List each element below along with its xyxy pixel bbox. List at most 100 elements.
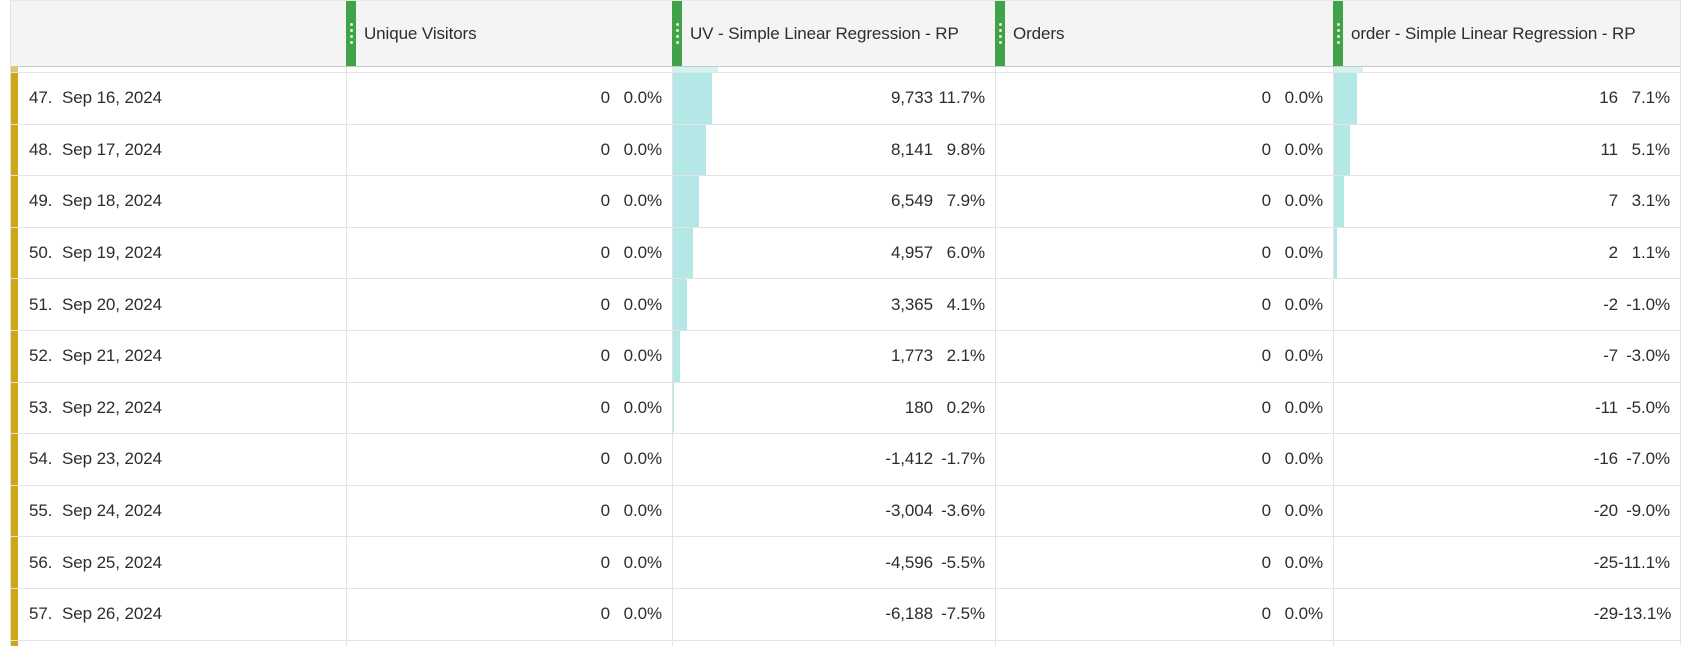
- row-label-cell[interactable]: 57. Sep 26, 2024: [11, 588, 346, 640]
- metric-cell[interactable]: -20 -9.0%: [1333, 485, 1680, 537]
- row-number: 53.: [29, 397, 53, 417]
- metric-percent: 0.0%: [623, 139, 662, 159]
- row-indicator-strip: [11, 330, 18, 382]
- data-bar: [1334, 124, 1350, 176]
- metric-cell[interactable]: 3,365 4.1%: [672, 279, 995, 330]
- row-label-cell[interactable]: 50. Sep 19, 2024: [11, 227, 346, 279]
- row-label-cell[interactable]: 55. Sep 24, 2024: [11, 485, 346, 537]
- cell-values: -2 -1.0%: [1334, 295, 1680, 315]
- metric-cell[interactable]: -3,004 -3.6%: [672, 485, 995, 537]
- header-cell-unique-visitors[interactable]: Unique Visitors: [346, 1, 672, 66]
- metric-cell[interactable]: 0 0.0%: [346, 382, 672, 434]
- metric-cell[interactable]: 0 0.0%: [346, 279, 672, 330]
- column-drag-handle-icon[interactable]: [995, 1, 1005, 66]
- metric-cell[interactable]: 0 0.0%: [995, 485, 1333, 537]
- metric-cell[interactable]: 8,141 9.8%: [672, 124, 995, 176]
- metric-cell[interactable]: 4,957 6.0%: [672, 227, 995, 279]
- cell-values: 0 0.0%: [996, 243, 1333, 263]
- row-label-cell[interactable]: 48. Sep 17, 2024: [11, 124, 346, 176]
- metric-cell[interactable]: 11 5.1%: [1333, 124, 1680, 176]
- metric-cell[interactable]: -7 -3.0%: [1333, 330, 1680, 382]
- row-label-cell[interactable]: 51. Sep 20, 2024: [11, 279, 346, 330]
- metric-cell[interactable]: 0 0.0%: [346, 176, 672, 227]
- metric-cell[interactable]: 0 0.0%: [995, 73, 1333, 124]
- metric-cell[interactable]: -29 -13.1%: [1333, 588, 1680, 640]
- metric-cell[interactable]: 0 0.0%: [346, 124, 672, 176]
- metric-cell[interactable]: 0 0.0%: [346, 434, 672, 485]
- metric-cell[interactable]: -4,596 -5.5%: [672, 537, 995, 588]
- metric-cell[interactable]: 0 0.0%: [346, 588, 672, 640]
- row-label: 50. Sep 19, 2024: [11, 243, 162, 263]
- row-label-cell[interactable]: 56. Sep 25, 2024: [11, 537, 346, 588]
- metric-value: 0: [600, 88, 610, 108]
- metric-cell[interactable]: 9,733 11.7%: [672, 73, 995, 124]
- cell-values: 0 0.0%: [347, 604, 672, 624]
- metric-value: -25: [1593, 552, 1618, 572]
- metric-cell[interactable]: 0 0.0%: [346, 537, 672, 588]
- metric-cell[interactable]: 6,549 7.9%: [672, 176, 995, 227]
- metric-cell[interactable]: -11 -5.0%: [1333, 382, 1680, 434]
- metric-cell[interactable]: -6,188 -7.5%: [672, 588, 995, 640]
- row-label-cell[interactable]: 49. Sep 18, 2024: [11, 176, 346, 227]
- column-drag-handle-icon[interactable]: [672, 1, 682, 66]
- metric-value: 1,773: [890, 346, 933, 366]
- metric-value: 9,733: [890, 88, 933, 108]
- metric-cell[interactable]: 180 0.2%: [672, 382, 995, 434]
- metric-percent: 0.0%: [1284, 552, 1323, 572]
- metric-cell[interactable]: 0 0.0%: [995, 279, 1333, 330]
- row-date: Sep 26, 2024: [62, 604, 162, 624]
- metric-percent: -11.1%: [1618, 552, 1671, 572]
- cell-values: 0 0.0%: [347, 449, 672, 469]
- metric-cell[interactable]: -1,412 -1.7%: [672, 434, 995, 485]
- metric-cell[interactable]: -2 -1.0%: [1333, 279, 1680, 330]
- column-drag-handle-icon[interactable]: [346, 1, 356, 66]
- row-label-cell[interactable]: 52. Sep 21, 2024: [11, 330, 346, 382]
- cell-values: 4,957 6.0%: [673, 243, 995, 263]
- row-label: 57. Sep 26, 2024: [11, 604, 162, 624]
- metric-cell[interactable]: 0 0.0%: [346, 330, 672, 382]
- metric-value: -7: [1603, 346, 1618, 366]
- column-drag-handle-icon[interactable]: [1333, 1, 1343, 66]
- metric-percent: 0.0%: [623, 501, 662, 521]
- data-bar: [1334, 73, 1357, 124]
- metric-cell[interactable]: 0 0.0%: [995, 588, 1333, 640]
- data-bar: [673, 227, 693, 279]
- cell-values: 6,549 7.9%: [673, 191, 995, 211]
- metric-cell[interactable]: 0 0.0%: [995, 330, 1333, 382]
- metric-value: 0: [600, 397, 610, 417]
- metric-cell[interactable]: 16 7.1%: [1333, 73, 1680, 124]
- metric-cell[interactable]: 7 3.1%: [1333, 176, 1680, 227]
- header-cell-order-regression[interactable]: order - Simple Linear Regression - RP: [1333, 1, 1680, 66]
- table-row: 57. Sep 26, 2024 0 0.0% -6,188 -7.5% 0 0.0% -29-…: [11, 588, 1680, 641]
- metric-percent: 1.1%: [1631, 243, 1670, 263]
- metric-percent: -5.5%: [941, 552, 985, 572]
- metric-cell[interactable]: 0 0.0%: [346, 73, 672, 124]
- metric-percent: -1.7%: [941, 449, 985, 469]
- metric-cell[interactable]: 2 1.1%: [1333, 227, 1680, 279]
- metric-cell[interactable]: 0 0.0%: [346, 227, 672, 279]
- metric-percent: 7.1%: [1631, 88, 1670, 108]
- metric-cell[interactable]: 0 0.0%: [995, 176, 1333, 227]
- row-date: Sep 16, 2024: [62, 88, 162, 108]
- metric-cell[interactable]: 0 0.0%: [995, 382, 1333, 434]
- metric-cell[interactable]: 0 0.0%: [995, 434, 1333, 485]
- metric-cell[interactable]: 1,773 2.1%: [672, 330, 995, 382]
- metric-cell[interactable]: 0 0.0%: [346, 485, 672, 537]
- header-cell-orders[interactable]: Orders: [995, 1, 1333, 66]
- row-label-cell[interactable]: 54. Sep 23, 2024: [11, 434, 346, 485]
- metric-cell[interactable]: 0 0.0%: [995, 124, 1333, 176]
- header-cell-row-label[interactable]: [11, 1, 346, 66]
- row-label-cell[interactable]: 53. Sep 22, 2024: [11, 382, 346, 434]
- row-label: 55. Sep 24, 2024: [11, 501, 162, 521]
- header-cell-uv-regression[interactable]: UV - Simple Linear Regression - RP: [672, 1, 995, 66]
- row-date: Sep 24, 2024: [62, 501, 162, 521]
- metric-cell[interactable]: 0 0.0%: [995, 537, 1333, 588]
- metric-value: 180: [904, 397, 933, 417]
- row-label-cell[interactable]: 47. Sep 16, 2024: [11, 73, 346, 124]
- metric-cell[interactable]: -16 -7.0%: [1333, 434, 1680, 485]
- metric-cell: [672, 67, 995, 72]
- cell-values: 0 0.0%: [996, 140, 1333, 160]
- metric-cell[interactable]: -25 -11.1%: [1333, 537, 1680, 588]
- metric-cell[interactable]: 0 0.0%: [995, 227, 1333, 279]
- data-bar: [673, 330, 681, 382]
